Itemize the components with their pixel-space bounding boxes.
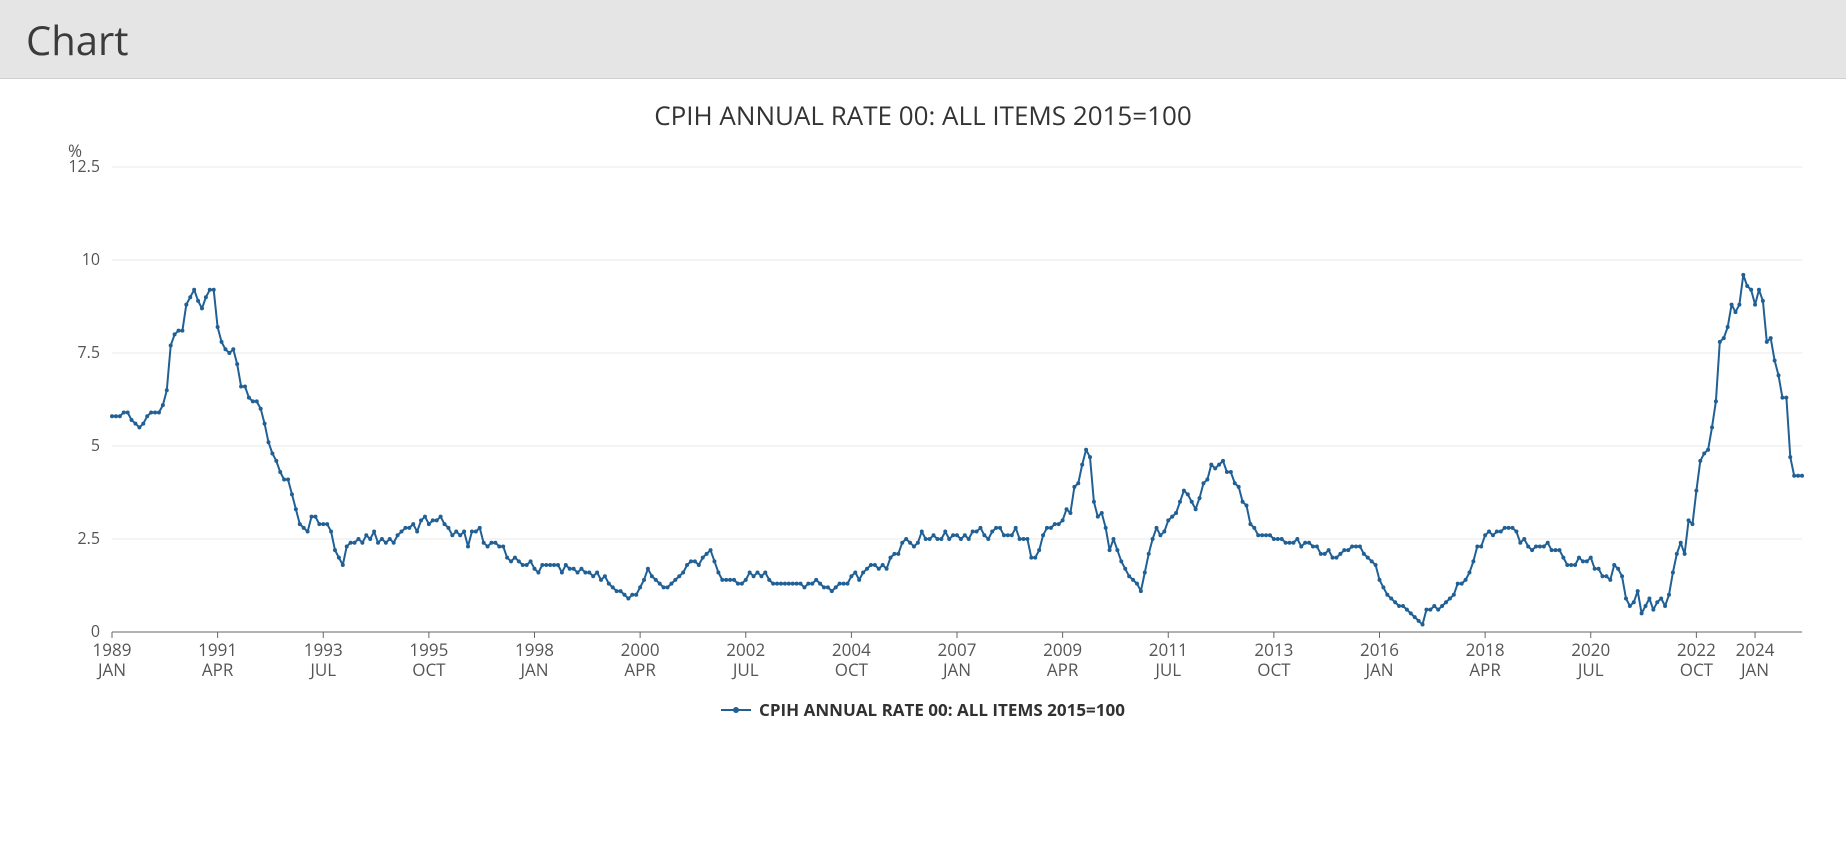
- svg-text:JAN: JAN: [518, 658, 548, 681]
- svg-text:JAN: JAN: [1363, 658, 1393, 681]
- chart-container: CPIH ANNUAL RATE 00: ALL ITEMS 2015=100 …: [22, 79, 1824, 723]
- line-chart[interactable]: 02.557.51012.5%1989JAN1991APR1993JUL1995…: [32, 137, 1822, 692]
- legend-label: CPIH ANNUAL RATE 00: ALL ITEMS 2015=100: [759, 698, 1125, 721]
- svg-text:APR: APR: [202, 658, 234, 681]
- legend-marker: [721, 703, 751, 717]
- svg-text:JUL: JUL: [1153, 658, 1181, 681]
- svg-text:JUL: JUL: [308, 658, 336, 681]
- svg-text:10: 10: [82, 248, 100, 270]
- svg-text:OCT: OCT: [1680, 658, 1714, 681]
- svg-text:%: %: [68, 139, 82, 162]
- svg-text:JAN: JAN: [1739, 658, 1769, 681]
- svg-text:JAN: JAN: [941, 658, 971, 681]
- svg-text:APR: APR: [1469, 658, 1501, 681]
- svg-text:APR: APR: [1047, 658, 1079, 681]
- svg-text:7.5: 7.5: [78, 341, 101, 363]
- chart-legend: CPIH ANNUAL RATE 00: ALL ITEMS 2015=100: [32, 698, 1814, 721]
- section-title: Chart: [26, 12, 129, 67]
- section-header: Chart: [0, 0, 1846, 79]
- svg-text:APR: APR: [624, 658, 656, 681]
- chart-title: CPIH ANNUAL RATE 00: ALL ITEMS 2015=100: [32, 97, 1814, 133]
- svg-text:JAN: JAN: [96, 658, 126, 681]
- svg-text:JUL: JUL: [1576, 658, 1604, 681]
- svg-text:OCT: OCT: [835, 658, 869, 681]
- svg-text:2.5: 2.5: [78, 527, 101, 549]
- page-root: Chart CPIH ANNUAL RATE 00: ALL ITEMS 201…: [0, 0, 1846, 854]
- svg-text:OCT: OCT: [412, 658, 446, 681]
- svg-text:5: 5: [91, 434, 100, 456]
- svg-text:OCT: OCT: [1257, 658, 1291, 681]
- svg-text:JUL: JUL: [731, 658, 759, 681]
